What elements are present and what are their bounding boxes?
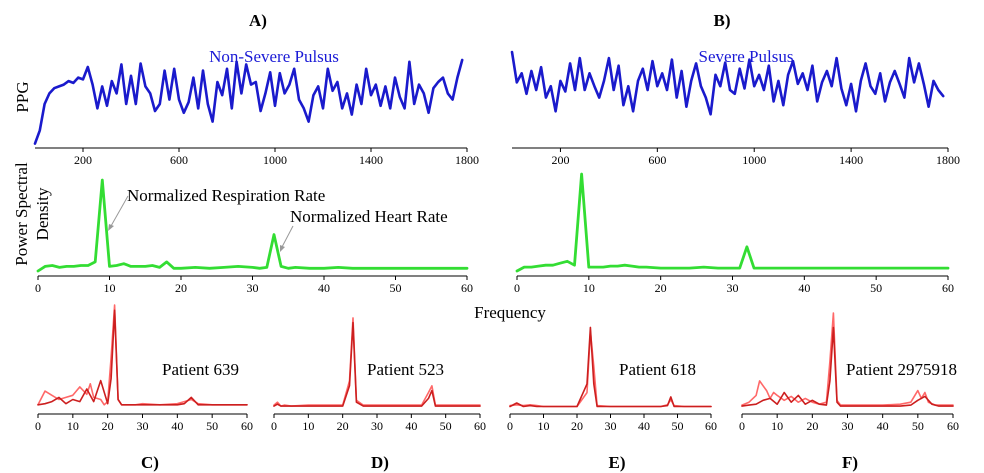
series-line-C-1 xyxy=(37,309,248,406)
x-tick-label-C-4: 40 xyxy=(171,419,183,433)
x-tick-label-E-6: 60 xyxy=(705,419,717,433)
annotation-heart-arrowhead xyxy=(280,245,285,252)
x-tick-label-B-psd-5: 50 xyxy=(870,281,882,295)
x-tick-label-E-2: 20 xyxy=(571,419,583,433)
x-tick-label-F-4: 40 xyxy=(877,419,889,433)
panel-b-title: Severe Pulsus xyxy=(699,47,794,66)
panel-letter-c: C) xyxy=(141,453,159,472)
panel-letter-a: A) xyxy=(249,11,267,30)
x-tick-label-A-psd-1: 10 xyxy=(104,281,116,295)
x-tick-label-A-ppg-4: 1800 xyxy=(455,153,479,167)
x-tick-label-C-2: 20 xyxy=(102,419,114,433)
panel-letter-f: F) xyxy=(842,453,858,472)
x-tick-label-B-ppg-2: 1000 xyxy=(742,153,766,167)
x-tick-label-A-psd-3: 30 xyxy=(247,281,259,295)
patient-label-F: Patient 2975918 xyxy=(846,360,957,379)
x-tick-label-A-psd-0: 0 xyxy=(35,281,41,295)
series-line-D-1 xyxy=(273,321,481,407)
x-tick-label-B-psd-0: 0 xyxy=(514,281,520,295)
x-tick-label-F-1: 10 xyxy=(771,419,783,433)
x-tick-label-B-psd-1: 10 xyxy=(583,281,595,295)
x-tick-label-A-psd-2: 20 xyxy=(175,281,187,295)
x-tick-label-F-0: 0 xyxy=(739,419,745,433)
x-tick-label-B-psd-6: 60 xyxy=(942,281,954,295)
x-tick-label-F-5: 50 xyxy=(912,419,924,433)
x-tick-label-A-ppg-1: 600 xyxy=(170,153,188,167)
x-tick-label-A-ppg-0: 200 xyxy=(74,153,92,167)
series-line-A-psd-0 xyxy=(36,178,469,273)
x-tick-label-B-psd-2: 20 xyxy=(655,281,667,295)
x-tick-label-F-3: 30 xyxy=(842,419,854,433)
x-tick-label-D-1: 10 xyxy=(302,419,314,433)
x-tick-label-F-6: 60 xyxy=(947,419,959,433)
series-line-A-ppg-0 xyxy=(33,58,464,145)
x-tick-label-D-5: 50 xyxy=(440,419,452,433)
annotation-resp-arrowhead xyxy=(108,224,114,231)
x-tick-label-C-5: 50 xyxy=(206,419,218,433)
x-tick-label-B-ppg-4: 1800 xyxy=(936,153,960,167)
x-tick-label-A-ppg-2: 1000 xyxy=(263,153,287,167)
psd-y-label-line1: Power Spectral xyxy=(12,162,31,266)
x-tick-label-E-1: 10 xyxy=(538,419,550,433)
panel-letter-b: B) xyxy=(714,11,731,30)
x-tick-label-F-2: 20 xyxy=(806,419,818,433)
annotation-heart-arrow xyxy=(281,225,294,248)
x-tick-label-B-ppg-0: 200 xyxy=(551,153,569,167)
x-tick-label-D-2: 20 xyxy=(337,419,349,433)
annotation-resp-rate: Normalized Respiration Rate xyxy=(127,186,325,205)
x-tick-label-D-0: 0 xyxy=(271,419,277,433)
panel-letter-d: D) xyxy=(371,453,389,472)
frequency-x-label: Frequency xyxy=(474,303,546,322)
x-tick-label-B-ppg-3: 1400 xyxy=(839,153,863,167)
x-tick-label-C-0: 0 xyxy=(35,419,41,433)
x-tick-label-A-psd-6: 60 xyxy=(461,281,473,295)
panel-letter-e: E) xyxy=(609,453,626,472)
annotation-heart-rate: Normalized Heart Rate xyxy=(290,207,448,226)
x-tick-label-C-6: 60 xyxy=(241,419,253,433)
patient-label-D: Patient 523 xyxy=(367,360,444,379)
annotation-resp-arrow xyxy=(110,195,129,227)
x-tick-label-D-3: 30 xyxy=(371,419,383,433)
ppg-y-label: PPG xyxy=(13,81,32,112)
x-tick-label-A-ppg-3: 1400 xyxy=(359,153,383,167)
x-tick-label-E-4: 40 xyxy=(638,419,650,433)
x-tick-label-D-6: 60 xyxy=(474,419,486,433)
series-line-B-ppg-0 xyxy=(510,50,945,116)
psd-y-label-line2: Density xyxy=(33,187,52,240)
series-line-E-1 xyxy=(509,326,712,408)
x-tick-label-D-4: 40 xyxy=(405,419,417,433)
x-tick-label-C-3: 30 xyxy=(137,419,149,433)
x-tick-label-E-0: 0 xyxy=(507,419,513,433)
x-tick-label-E-3: 30 xyxy=(605,419,617,433)
x-tick-label-B-psd-4: 40 xyxy=(798,281,810,295)
series-line-F-1 xyxy=(741,326,954,407)
x-tick-label-E-5: 50 xyxy=(672,419,684,433)
panel-a-title: Non-Severe Pulsus xyxy=(209,47,339,66)
x-tick-label-B-psd-3: 30 xyxy=(727,281,739,295)
x-tick-label-C-1: 10 xyxy=(67,419,79,433)
series-line-B-psd-0 xyxy=(515,172,950,273)
x-tick-label-A-psd-4: 40 xyxy=(318,281,330,295)
series-line-C-0 xyxy=(37,304,248,406)
x-tick-label-A-psd-5: 50 xyxy=(390,281,402,295)
patient-label-E: Patient 618 xyxy=(619,360,696,379)
x-tick-label-B-ppg-1: 600 xyxy=(648,153,666,167)
patient-label-C: Patient 639 xyxy=(162,360,239,379)
